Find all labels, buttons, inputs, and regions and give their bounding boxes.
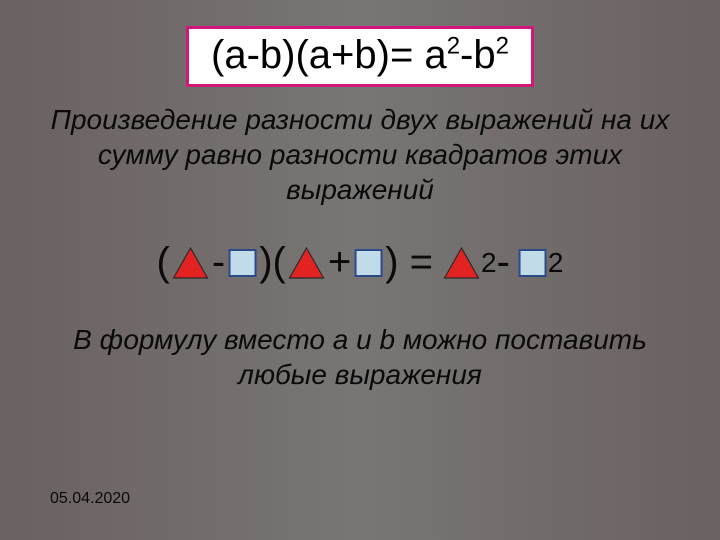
triangle-icon [289,247,325,279]
triangle-icon [444,247,480,279]
formula-lhs: (a-b)(a+b)= a [211,33,447,77]
square-icon [354,249,382,277]
formula-sup2: 2 [496,33,509,60]
date-text: 05.04.2020 [50,490,130,508]
description-text: Произведение разности двух выражений на … [50,102,670,207]
square-icon [228,249,256,277]
formula-mid: -b [460,33,496,77]
paren-open-1: ( [157,240,170,285]
paren-close-open: )( [259,240,286,285]
formula-box: (a-b)(a+b)= a2-b2 [186,26,534,87]
triangle-icon [173,247,209,279]
square-icon [519,249,547,277]
minus-2: - [497,240,510,285]
footnote-text: В формулу вместо a и b можно поставить л… [65,322,655,392]
minus-1: - [212,240,225,285]
plus: + [328,240,351,285]
paren-close-eq: ) = [385,240,433,285]
formula-sup1: 2 [447,33,460,60]
shape-formula-row: ( - )( + ) = 2 - 2 [157,240,564,285]
